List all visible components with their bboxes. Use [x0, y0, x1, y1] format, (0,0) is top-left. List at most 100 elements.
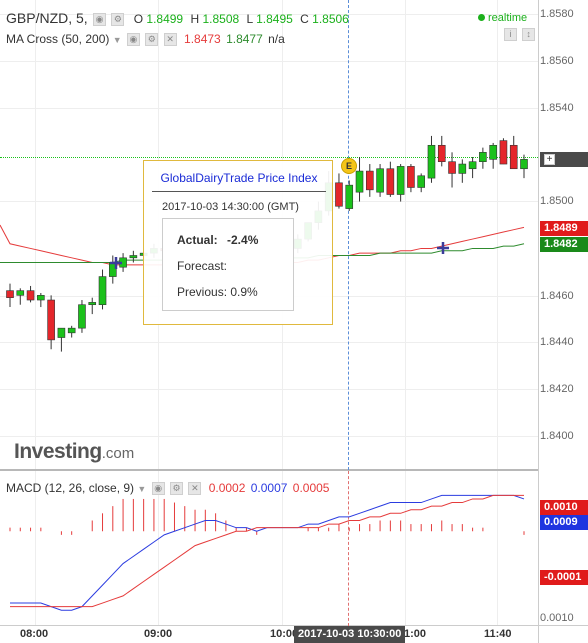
grid-line — [35, 0, 36, 625]
c-label: C — [300, 12, 309, 26]
time-axis-border — [0, 625, 588, 626]
ma-title[interactable]: MA Cross (50, 200) — [6, 32, 110, 46]
grid-line — [0, 389, 538, 390]
candle-body — [355, 170, 364, 193]
c-value: 1.8506 — [312, 12, 349, 26]
time-crosshair-label: 2017-10-03 10:30:00 — [294, 626, 406, 643]
candle-body — [396, 166, 405, 195]
candle-body — [468, 161, 477, 170]
candle-body — [376, 168, 384, 193]
price-tick: 1.8560 — [540, 55, 574, 67]
watermark-suffix: .com — [101, 445, 135, 462]
tooltip-previous: Previous: 0.9% — [177, 285, 258, 299]
candle-body — [345, 184, 354, 209]
candle-body — [365, 170, 374, 191]
eye-icon[interactable]: ◉ — [93, 13, 107, 27]
o-value: 1.8499 — [146, 12, 184, 26]
macd-line — [10, 494, 525, 611]
realtime-indicator: realtime — [478, 12, 527, 24]
macd-line-tag: 0.0009 — [540, 515, 588, 530]
tooltip-values: Actual: -2.4% Forecast: Previous: 0.9% — [162, 218, 294, 311]
close-icon[interactable]: ✕ — [188, 482, 202, 496]
symbol-title[interactable]: GBP/NZD, 5, — [6, 10, 88, 26]
h-label: H — [190, 12, 200, 26]
tooltip-title[interactable]: GlobalDairyTrade Price Index — [152, 171, 326, 192]
candle-body — [489, 144, 497, 160]
previous-label: Previous: — [177, 285, 228, 299]
actual-label: Actual: — [177, 233, 218, 247]
candle-body — [417, 175, 426, 188]
tooltip-actual: Actual: -2.4% — [177, 233, 258, 247]
eye-icon[interactable]: ◉ — [126, 33, 140, 47]
ma-legend: MA Cross (50, 200) ▼ ◉ ⚙ ✕ 1.8473 1.8477… — [6, 32, 285, 47]
last-price-tag: +1.8518 — [540, 152, 588, 180]
candle-body — [407, 166, 415, 188]
candle-body — [57, 327, 66, 338]
candle-body — [88, 302, 97, 306]
ma-green-price-tag: 1.8482 — [540, 237, 588, 252]
grid-line — [405, 0, 406, 625]
settings-icon[interactable]: ⚙ — [111, 13, 125, 27]
price-axis-border — [538, 0, 539, 643]
time-tick: 10:00 — [270, 628, 299, 640]
chevron-down-icon[interactable]: ▼ — [112, 35, 122, 45]
last-price-value: 1.8518 — [544, 168, 578, 180]
candle-body — [448, 161, 456, 174]
crosshair-vertical — [348, 0, 349, 470]
price-tick: 1.8420 — [540, 383, 574, 395]
plus-icon[interactable]: + — [544, 154, 555, 165]
macd-value-3: 0.0005 — [292, 481, 330, 495]
grid-line — [0, 342, 538, 343]
price-tick: 1.8440 — [540, 336, 574, 348]
crosshair-vertical-macd — [348, 471, 349, 626]
settings-icon[interactable]: ⚙ — [145, 33, 159, 47]
time-tick: 09:00 — [144, 628, 173, 640]
actual-value: -2.4% — [227, 233, 259, 247]
event-marker-icon[interactable]: E — [341, 158, 357, 174]
time-tick: 11:40 — [484, 628, 512, 640]
ma-value-2: 1.8477 — [226, 32, 263, 46]
previous-value: 0.9% — [230, 285, 258, 299]
candle-body — [427, 144, 436, 179]
grid-line — [0, 14, 538, 15]
candle-body — [386, 168, 395, 195]
realtime-dot-icon — [478, 14, 485, 21]
candle-body — [47, 299, 55, 341]
grid-line — [0, 61, 538, 62]
macd-chart[interactable] — [0, 471, 538, 625]
ma-red-price-tag: 1.8489 — [540, 221, 588, 236]
info-icon[interactable]: i — [504, 28, 517, 41]
candle-body — [458, 163, 467, 174]
macd-signal-tag: 0.0010 — [540, 500, 588, 515]
candle-body — [129, 255, 138, 259]
candle-body — [16, 290, 25, 296]
h-value: 1.8508 — [202, 12, 240, 26]
forecast-label: Forecast: — [177, 259, 228, 273]
last-price-line — [0, 157, 538, 158]
event-tooltip: GlobalDairyTrade Price Index 2017-10-03 … — [143, 160, 333, 325]
l-value: 1.8495 — [256, 12, 293, 26]
chart-controls: i ↕ — [502, 28, 536, 41]
candle-body — [67, 327, 76, 334]
price-tick: 1.8400 — [540, 430, 574, 442]
macd-title[interactable]: MACD (12, 26, close, 9) — [6, 481, 135, 495]
investing-watermark: Investing.com — [14, 440, 134, 464]
settings-icon[interactable]: ⚙ — [170, 482, 183, 496]
close-icon[interactable]: ✕ — [163, 33, 177, 47]
candle-body — [26, 290, 35, 301]
time-tick: 08:00 — [20, 628, 49, 640]
ma-value-3: n/a — [268, 32, 285, 46]
panel-divider[interactable] — [0, 469, 538, 471]
eye-icon[interactable]: ◉ — [151, 482, 165, 496]
macd-hist-tag: -0.0001 — [540, 570, 588, 585]
candle-body — [37, 295, 45, 301]
candle-body — [499, 140, 508, 165]
expand-icon[interactable]: ↕ — [522, 28, 536, 41]
o-label: O — [133, 12, 144, 26]
macd-value-1: 0.0002 — [208, 481, 246, 495]
price-tick: 1.8460 — [540, 290, 574, 302]
price-tick: 1.8580 — [540, 8, 574, 20]
candle-body — [479, 152, 487, 162]
chevron-down-icon[interactable]: ▼ — [137, 484, 147, 494]
grid-line — [497, 0, 498, 625]
